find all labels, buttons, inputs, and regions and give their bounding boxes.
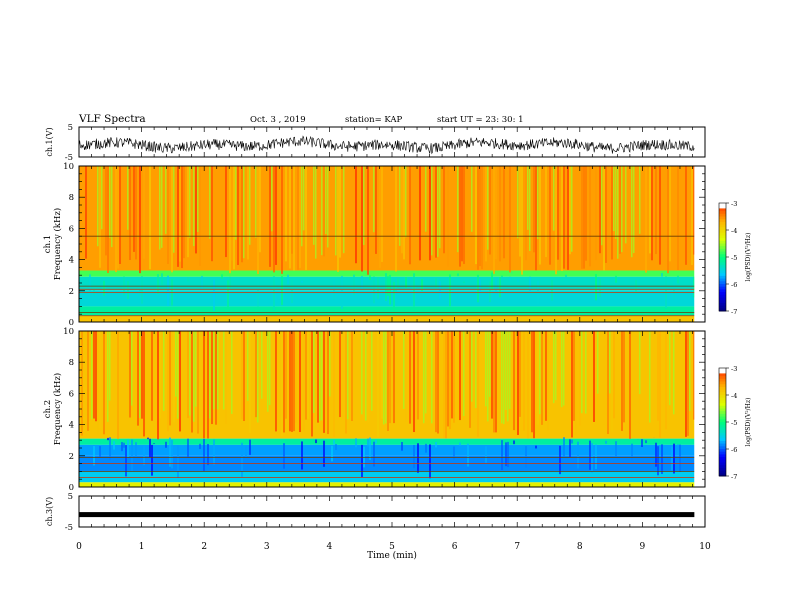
y-tick-label: 0: [69, 483, 74, 493]
colorbar-tick-label: -4: [731, 227, 737, 235]
y-tick-label: 4: [69, 421, 74, 431]
x-tick-label: 8: [577, 542, 583, 552]
spectrogram-texture: [81, 331, 695, 479]
x-tick-label: 1: [139, 542, 145, 552]
colorbar-label: log(PSD)(V²/Hz): [745, 233, 752, 282]
colorbar-tick-label: -5: [731, 419, 737, 427]
y-tick-label: 8: [69, 193, 74, 203]
colorbar-tick-label: -3: [731, 365, 737, 373]
colorbar-tick-label: -4: [731, 392, 737, 400]
y-tick-label: 6: [69, 389, 74, 399]
y-axis-label: ch.2: [43, 400, 53, 418]
x-tick-label: 7: [514, 542, 520, 552]
y-tick-label: 5: [68, 492, 73, 502]
y-axis-label: ch.3(V): [45, 497, 54, 526]
y-tick-label: -5: [65, 153, 73, 163]
colorbar-tick-label: -7: [731, 308, 737, 316]
x-tick-label: 5: [389, 542, 395, 552]
x-tick-label: 3: [264, 542, 270, 552]
y-tick-label: 10: [63, 327, 74, 337]
y-tick-label: 2: [69, 452, 74, 462]
date-label: Oct. 3 , 2019: [250, 115, 306, 125]
y-tick-label: 0: [69, 318, 74, 328]
y-axis-label: Frequency (kHz): [52, 208, 63, 280]
y-tick-label: 5: [68, 123, 73, 133]
waveform-trace: [78, 135, 695, 155]
y-axis-label: ch.1(V): [45, 127, 54, 156]
station-label: station= KAP: [345, 115, 403, 125]
waveform-trace: [79, 512, 695, 518]
colorbar-tick-label: -3: [731, 200, 737, 208]
chart-title: VLF Spectra: [79, 113, 146, 125]
colorbar-label: log(PSD)(V²/Hz): [745, 398, 752, 447]
x-tick-label: 0: [76, 542, 82, 552]
start-time-label: start UT = 23: 30: 1: [437, 115, 524, 125]
y-tick-label: 8: [69, 358, 74, 368]
colorbar-tick-label: -7: [731, 473, 737, 481]
y-tick-label: 10: [63, 162, 74, 172]
spectrogram-texture: [85, 166, 695, 313]
y-tick-label: 6: [69, 224, 74, 234]
x-axis-label: Time (min): [367, 550, 417, 561]
x-tick-label: 10: [699, 542, 711, 552]
y-axis-label: Frequency (kHz): [52, 373, 63, 445]
x-tick-label: 4: [327, 542, 333, 552]
colorbar-tick-label: -6: [731, 281, 737, 289]
y-tick-label: 4: [69, 256, 74, 266]
x-tick-label: 9: [640, 542, 646, 552]
colorbar-tick-label: -6: [731, 446, 737, 454]
x-tick-label: 6: [452, 542, 458, 552]
x-tick-label: 2: [201, 542, 207, 552]
y-tick-label: 2: [69, 287, 74, 297]
y-axis-label: ch.1: [43, 235, 53, 253]
y-tick-label: -5: [65, 523, 73, 533]
colorbar-tick-label: -5: [731, 254, 737, 262]
